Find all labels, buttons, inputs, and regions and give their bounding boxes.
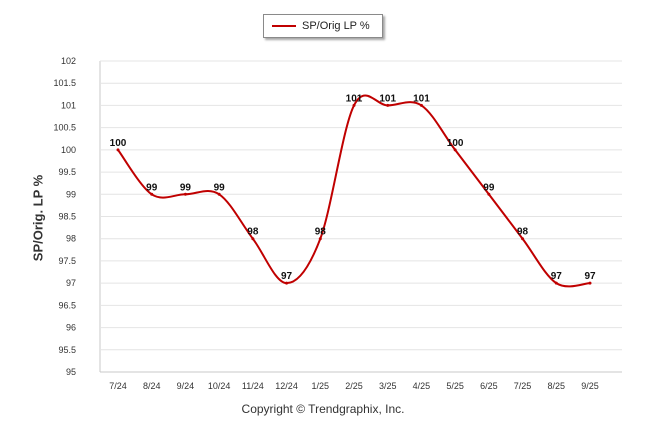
data-label: 100 [447,138,464,149]
data-point [183,192,187,196]
x-tick-label: 9/25 [581,381,599,391]
x-tick-label: 1/25 [312,381,330,391]
legend: SP/Orig LP % [263,14,383,38]
y-tick-label: 100 [61,145,76,155]
x-tick-label: 9/24 [177,381,195,391]
data-point [116,148,120,152]
data-label: 100 [110,138,127,149]
data-point [318,237,322,241]
data-label: 97 [584,271,596,282]
x-tick-label: 3/25 [379,381,397,391]
x-tick-label: 8/24 [143,381,161,391]
data-label: 99 [483,182,495,193]
data-point [150,192,154,196]
y-tick-label: 96.5 [58,300,76,310]
copyright-text: Copyright © Trendgraphix, Inc. [241,402,405,416]
data-label: 98 [247,227,259,238]
series-line [117,94,591,288]
x-tick-label: 8/25 [548,381,566,391]
x-tick-label: 7/25 [514,381,532,391]
data-label: 99 [146,182,158,193]
y-tick-label: 98 [66,234,76,244]
y-tick-label: 99 [66,189,76,199]
data-label: 99 [180,182,192,193]
data-point [487,192,491,196]
y-tick-label: 98.5 [58,212,76,222]
x-tick-label: 2/25 [345,381,363,391]
x-tick-label: 7/24 [109,381,127,391]
data-point [521,237,525,241]
data-label: 97 [281,271,293,282]
data-label: 101 [413,93,430,104]
y-tick-label: 97 [66,278,76,288]
y-tick-label: 102 [61,56,76,66]
data-point [554,281,558,285]
data-point [251,237,255,241]
y-tick-label: 95.5 [58,345,76,355]
data-label: 99 [214,182,226,193]
y-tick-label: 96 [66,323,76,333]
y-tick-label: 101 [61,100,76,110]
data-point [352,103,356,107]
y-tick-label: 100.5 [53,123,76,133]
data-label: 101 [346,93,363,104]
data-point [386,103,390,107]
x-tick-label: 5/25 [446,381,464,391]
data-point [588,281,592,285]
legend-swatch [272,25,296,27]
data-point [419,103,423,107]
y-tick-label: 97.5 [58,256,76,266]
x-tick-label: 11/24 [242,381,264,391]
line-chart: 102 101.5 101 100.5 100 99.5 99 98.5 98 97.5 97 96.… [53,56,622,391]
x-tick-label: 10/24 [208,381,231,391]
data-label: 101 [379,93,396,104]
data-point [453,148,457,152]
x-tick-label: 4/25 [413,381,431,391]
legend-label: SP/Orig LP % [302,20,370,32]
x-tick-label: 6/25 [480,381,498,391]
data-label: 98 [517,227,529,238]
data-label: 98 [315,227,327,238]
y-tick-label: 101.5 [53,78,76,88]
y-tick-label: 95 [66,367,76,377]
y-tick-label: 99.5 [58,167,76,177]
data-point [285,281,289,285]
data-label: 97 [551,271,563,282]
x-tick-label: 12/24 [275,381,298,391]
data-point [217,192,221,196]
